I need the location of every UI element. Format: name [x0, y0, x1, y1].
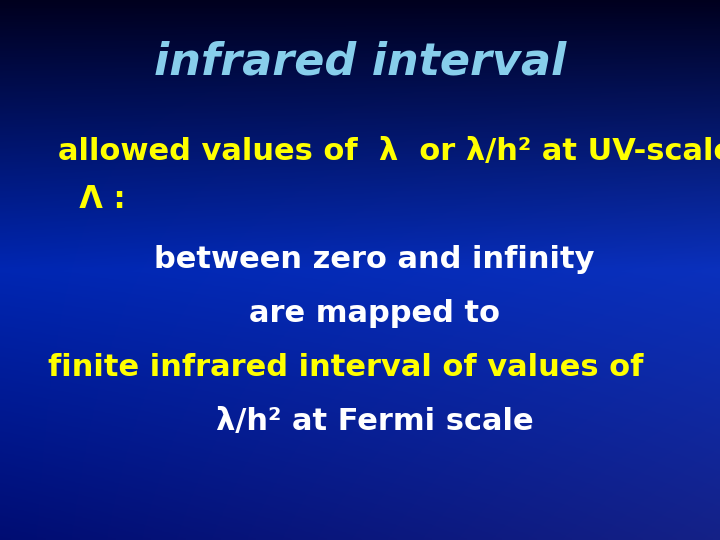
Text: are mapped to: are mapped to [249, 299, 500, 328]
Text: Λ :: Λ : [58, 185, 125, 214]
Text: between zero and infinity: between zero and infinity [154, 245, 595, 274]
Text: λ/h² at Fermi scale: λ/h² at Fermi scale [215, 407, 534, 436]
Text: allowed values of  λ  or λ/h² at UV-scale: allowed values of λ or λ/h² at UV-scale [58, 137, 720, 166]
Text: infrared interval: infrared interval [154, 40, 566, 84]
Text: finite infrared interval of values of: finite infrared interval of values of [48, 353, 643, 382]
